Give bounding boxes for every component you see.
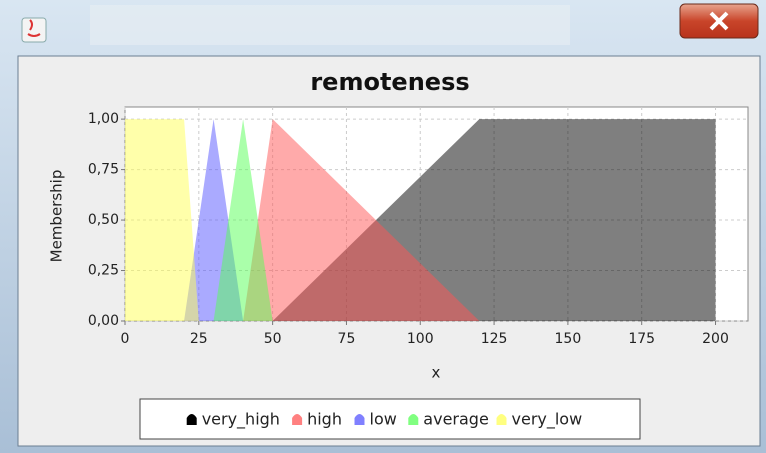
blurred-background xyxy=(90,5,570,45)
legend xyxy=(139,398,641,440)
area xyxy=(125,119,199,321)
legend-swatch xyxy=(292,414,303,425)
legend-label: very_high xyxy=(202,410,280,430)
legend-label: average xyxy=(423,410,489,429)
legend-swatch xyxy=(408,414,419,425)
x-tick-label: 100 xyxy=(407,331,434,347)
legend-swatch xyxy=(186,414,197,425)
x-tick-label: 200 xyxy=(702,331,729,347)
x-tick-label: 0 xyxy=(121,331,130,347)
y-tick-label: 0,00 xyxy=(88,313,119,329)
y-tick-label: 0,50 xyxy=(88,212,119,228)
legend-label: high xyxy=(307,410,342,429)
area xyxy=(213,119,273,321)
y-axis-label: Membership xyxy=(48,170,66,263)
legend-label: low xyxy=(370,410,397,429)
x-tick-label: 25 xyxy=(190,331,208,347)
x-axis-label: x xyxy=(432,364,441,382)
x-tick-label: 150 xyxy=(555,331,582,347)
close-icon xyxy=(709,11,729,31)
x-tick-label: 50 xyxy=(264,331,282,347)
x-tick-label: 75 xyxy=(338,331,356,347)
chart-title: remoteness xyxy=(310,68,469,96)
y-tick-label: 1,00 xyxy=(88,111,119,127)
java-icon-cup xyxy=(27,19,41,37)
y-tick-label: 0,75 xyxy=(88,162,119,178)
area xyxy=(243,119,480,321)
x-tick-label: 175 xyxy=(628,331,655,347)
legend-swatch xyxy=(354,414,365,425)
legend-label: very_low xyxy=(512,410,583,430)
java-icon xyxy=(21,17,47,43)
legend-swatch xyxy=(496,414,507,425)
x-tick-label: 125 xyxy=(481,331,508,347)
y-tick-label: 0,25 xyxy=(88,263,119,279)
